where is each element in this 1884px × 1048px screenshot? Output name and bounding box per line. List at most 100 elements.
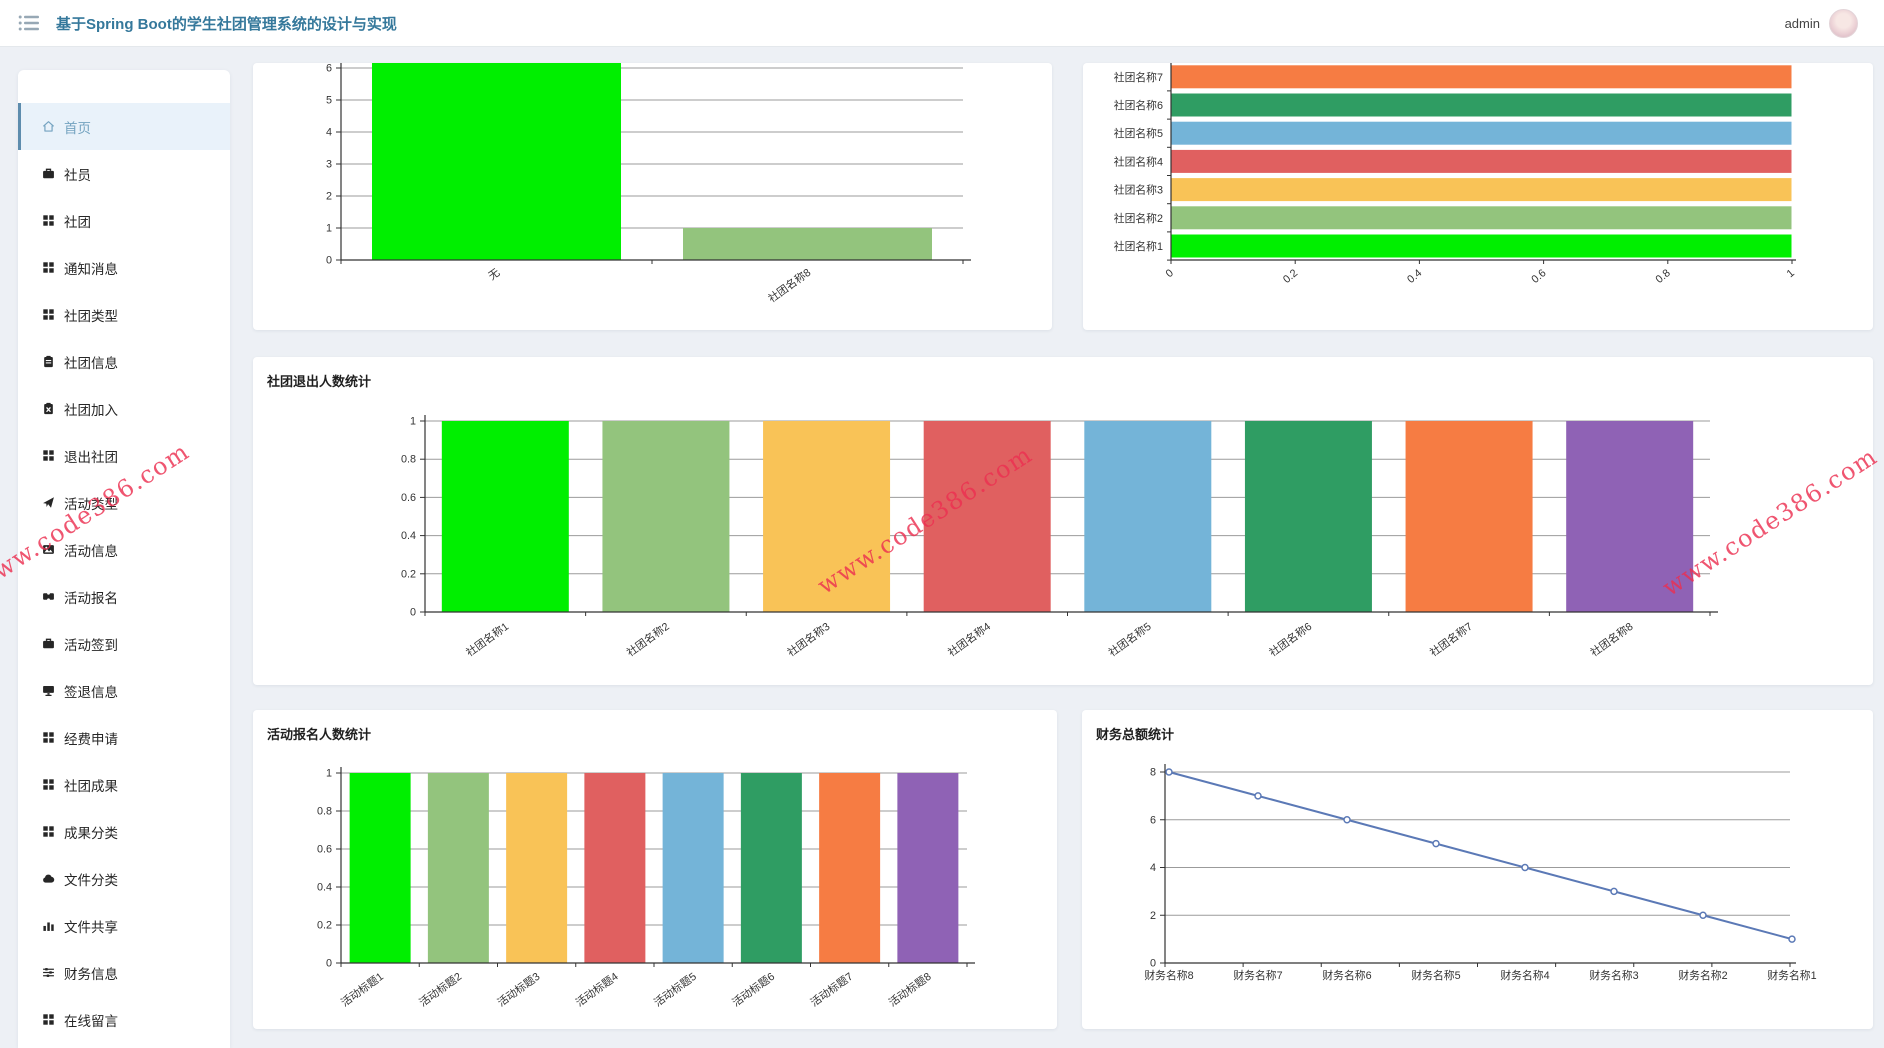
svg-text:财务名称3: 财务名称3 bbox=[1589, 968, 1638, 982]
sidebar-item-label: 活动报名 bbox=[64, 590, 118, 606]
svg-text:活动标题4: 活动标题4 bbox=[573, 969, 621, 1009]
svg-text:0.4: 0.4 bbox=[317, 882, 332, 894]
svg-text:1: 1 bbox=[410, 416, 416, 428]
home-icon bbox=[43, 121, 54, 132]
svg-text:6: 6 bbox=[1150, 814, 1156, 826]
grid-icon bbox=[43, 732, 54, 743]
svg-text:0.6: 0.6 bbox=[401, 492, 416, 504]
svg-text:1: 1 bbox=[1785, 267, 1797, 280]
svg-text:0: 0 bbox=[1150, 958, 1156, 970]
menu-toggle-button[interactable] bbox=[18, 14, 40, 32]
svg-text:0.8: 0.8 bbox=[1654, 267, 1673, 286]
chart-title: 社团退出人数统计 bbox=[267, 374, 372, 389]
svg-text:社团名称1: 社团名称1 bbox=[1114, 239, 1163, 253]
svg-text:0.2: 0.2 bbox=[1281, 267, 1300, 286]
sidebar-item-社团信息[interactable]: 社团信息 bbox=[18, 338, 230, 385]
sidebar-item-社团[interactable]: 社团 bbox=[18, 197, 230, 244]
grid-icon bbox=[43, 779, 54, 790]
svg-text:社团名称6: 社团名称6 bbox=[1114, 98, 1163, 112]
sidebar-item-label: 在线留言 bbox=[64, 1013, 118, 1029]
svg-text:0.4: 0.4 bbox=[1405, 267, 1424, 286]
svg-text:0.8: 0.8 bbox=[317, 806, 332, 818]
grid-icon bbox=[43, 215, 54, 226]
svg-text:财务名称1: 财务名称1 bbox=[1767, 968, 1816, 982]
svg-text:社团名称7: 社团名称7 bbox=[1427, 619, 1475, 659]
sidebar-item-label: 社团信息 bbox=[64, 355, 118, 371]
svg-text:1: 1 bbox=[326, 223, 332, 235]
sidebar-item-label: 财务信息 bbox=[64, 966, 118, 982]
sidebar-item-文件共享[interactable]: 文件共享 bbox=[18, 902, 230, 949]
sidebar-item-label: 通知消息 bbox=[64, 261, 118, 277]
sidebar-item-label: 文件分类 bbox=[64, 872, 118, 888]
svg-text:4: 4 bbox=[326, 127, 332, 139]
card-club-member-chart: 0 1 2 3 4 5 6 无 社团名称8 bbox=[253, 63, 1052, 330]
svg-text:社团名称7: 社团名称7 bbox=[1114, 70, 1163, 84]
svg-text:社团名称2: 社团名称2 bbox=[1114, 211, 1163, 225]
user-name[interactable]: admin bbox=[1784, 15, 1820, 31]
sidebar-item-label: 签退信息 bbox=[64, 684, 118, 700]
clipboard-icon bbox=[44, 355, 53, 368]
sidebar-item-在线留言[interactable]: 在线留言 bbox=[18, 996, 230, 1043]
sidebar-item-社团成果[interactable]: 社团成果 bbox=[18, 761, 230, 808]
sidebar-item-label: 经费申请 bbox=[64, 731, 118, 747]
sidebar-item-经费申请[interactable]: 经费申请 bbox=[18, 714, 230, 761]
svg-text:财务名称8: 财务名称8 bbox=[1144, 968, 1193, 982]
sidebar-item-活动报名[interactable]: 活动报名 bbox=[18, 573, 230, 620]
svg-text:4: 4 bbox=[1150, 862, 1156, 874]
briefcase-icon bbox=[43, 168, 54, 179]
sidebar-item-退出社团[interactable]: 退出社团 bbox=[18, 432, 230, 479]
svg-text:0.2: 0.2 bbox=[401, 568, 416, 580]
card-activity-signup-chart: 活动报名人数统计 0 0.2 0.4 0.6 0.8 1 活动标题1 活动标题2 活动标题3 活动… bbox=[253, 710, 1057, 1029]
briefcase-icon bbox=[43, 638, 54, 649]
sidebar-item-活动类型[interactable]: 活动类型 bbox=[18, 479, 230, 526]
svg-text:社团名称5: 社团名称5 bbox=[1106, 619, 1154, 659]
sidebar-item-首页[interactable]: 首页 bbox=[18, 103, 230, 150]
sidebar-item-财务信息[interactable]: 财务信息 bbox=[18, 949, 230, 996]
svg-text:活动标题8: 活动标题8 bbox=[886, 969, 934, 1009]
image-icon bbox=[43, 545, 54, 554]
svg-text:财务名称6: 财务名称6 bbox=[1322, 968, 1371, 982]
svg-text:社团名称3: 社团名称3 bbox=[1114, 183, 1163, 197]
svg-text:财务名称7: 财务名称7 bbox=[1233, 968, 1282, 982]
avatar[interactable] bbox=[1829, 8, 1858, 38]
sidebar-item-成果分类[interactable]: 成果分类 bbox=[18, 808, 230, 855]
sidebar-item-label: 社团加入 bbox=[64, 402, 118, 418]
sidebar-item-文件分类[interactable]: 文件分类 bbox=[18, 855, 230, 902]
sidebar-item-label: 活动签到 bbox=[64, 637, 118, 653]
sidebar-item-label: 社团成果 bbox=[64, 778, 118, 794]
cloud-icon bbox=[43, 874, 55, 883]
sliders-icon bbox=[43, 968, 54, 977]
activity-signup-bar-chart: 0 0.2 0.4 0.6 0.8 1 活动标题1 活动标题2 活动标题3 活动标题4 活动标题5 活… bbox=[317, 767, 975, 1009]
desktop-icon bbox=[43, 685, 54, 697]
svg-text:社团名称3: 社团名称3 bbox=[784, 619, 832, 659]
chart-title: 活动报名人数统计 bbox=[267, 727, 372, 742]
sidebar-item-通知消息[interactable]: 通知消息 bbox=[18, 244, 230, 291]
chart-title: 财务总额统计 bbox=[1096, 727, 1175, 742]
sidebar-item-社员[interactable]: 社员 bbox=[18, 150, 230, 197]
svg-text:活动标题5: 活动标题5 bbox=[651, 969, 699, 1009]
svg-text:无: 无 bbox=[486, 267, 502, 283]
svg-text:社团名称4: 社团名称4 bbox=[1114, 154, 1163, 168]
svg-text:社团名称1: 社团名称1 bbox=[463, 619, 511, 659]
sidebar-item-社团类型[interactable]: 社团类型 bbox=[18, 291, 230, 338]
sidebar-item-label: 退出社团 bbox=[64, 449, 118, 465]
sidebar-item-label: 社员 bbox=[64, 167, 91, 183]
sidebar-item-签退信息[interactable]: 签退信息 bbox=[18, 667, 230, 714]
svg-text:0.2: 0.2 bbox=[317, 920, 332, 932]
svg-text:0.6: 0.6 bbox=[1529, 267, 1548, 286]
svg-text:0: 0 bbox=[326, 958, 332, 970]
finance-line-chart: 0 2 4 6 8 财务名称8 财务名称7 财务名称6 财务名称5 财务名称4 财务名称3 财务名称2… bbox=[1144, 764, 1817, 982]
svg-text:5: 5 bbox=[326, 95, 332, 107]
sidebar-item-活动信息[interactable]: 活动信息 bbox=[18, 526, 230, 573]
svg-text:活动标题7: 活动标题7 bbox=[807, 969, 855, 1009]
sidebar-item-活动签到[interactable]: 活动签到 bbox=[18, 620, 230, 667]
clipboard-x-icon bbox=[44, 402, 53, 415]
paper-plane-icon bbox=[43, 497, 54, 508]
svg-text:活动标题2: 活动标题2 bbox=[416, 969, 464, 1009]
svg-text:0.6: 0.6 bbox=[317, 844, 332, 856]
sidebar-item-社团加入[interactable]: 社团加入 bbox=[18, 385, 230, 432]
sidebar-item-label: 首页 bbox=[64, 120, 91, 136]
svg-text:社团名称8: 社团名称8 bbox=[765, 265, 813, 305]
svg-text:6: 6 bbox=[326, 63, 332, 75]
club-horizontal-bar-chart: 社团名称1 社团名称2 社团名称3 社团名称4 社团名称5 社团名称6 社团名称7 0 0.2 0… bbox=[1114, 63, 1797, 286]
